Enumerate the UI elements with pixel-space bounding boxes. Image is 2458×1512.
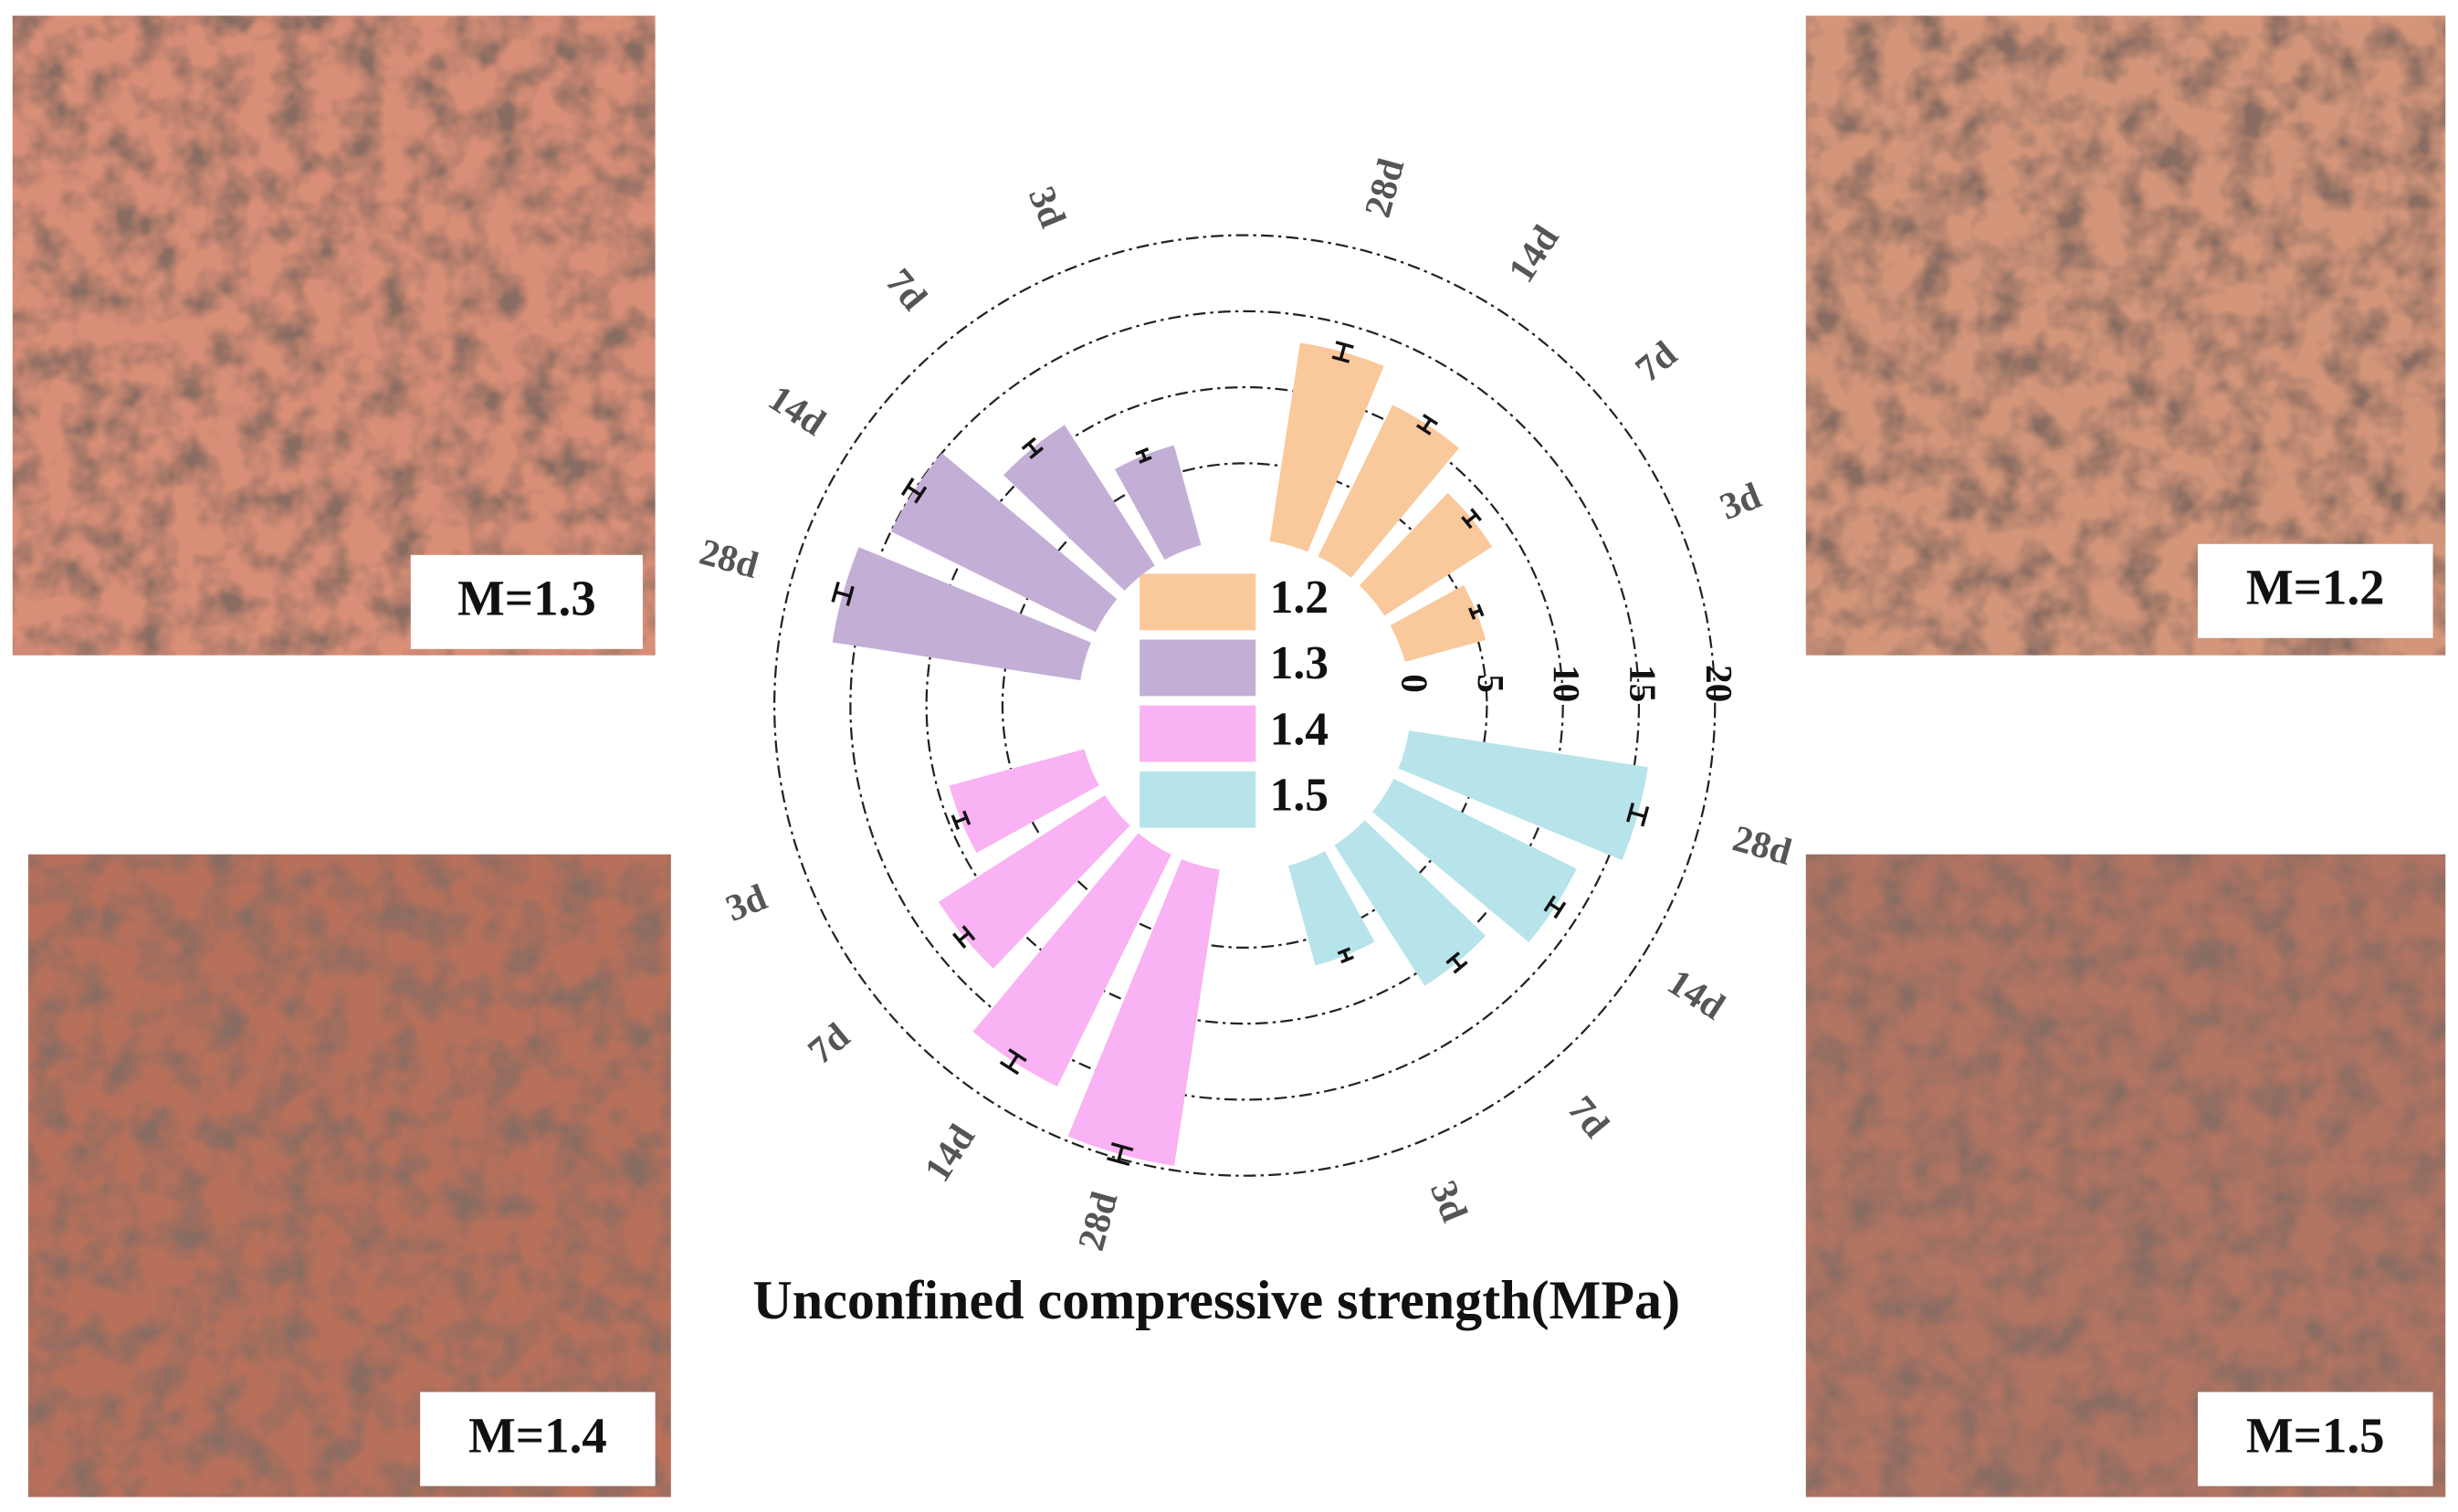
grid-circle — [925, 385, 1564, 1025]
label-box — [410, 554, 643, 649]
error-bar — [1543, 895, 1567, 919]
bar — [938, 794, 1130, 969]
photo — [12, 16, 656, 656]
category-label: 14d — [1661, 961, 1733, 1028]
error-bar — [1461, 508, 1483, 530]
bar — [1334, 820, 1486, 986]
category-label: 28d — [1069, 1187, 1125, 1255]
error-bar — [1415, 414, 1439, 436]
bar — [832, 547, 1091, 681]
category-label: 7d — [1627, 332, 1685, 390]
photo-panel: M=1.4 — [27, 854, 671, 1497]
error-bar — [1107, 1142, 1134, 1167]
grid-circle — [773, 234, 1717, 1177]
photo-panel: M=1.5 — [1805, 854, 2446, 1497]
bar — [1371, 778, 1577, 942]
panel-label: M=1.5 — [2246, 1407, 2385, 1463]
photo — [27, 854, 671, 1497]
bar — [972, 833, 1171, 1087]
error-bar — [952, 925, 976, 949]
error-bar — [1135, 447, 1152, 464]
legend-label: 1.3 — [1270, 637, 1329, 689]
bar — [1359, 492, 1493, 616]
category-label: 7d — [1560, 1087, 1618, 1145]
error-bar — [1331, 341, 1354, 363]
error-bar — [1468, 604, 1485, 620]
category-label: 14d — [762, 376, 834, 444]
error-bar — [1445, 951, 1468, 974]
legend-label: 1.5 — [1270, 769, 1329, 821]
category-label: 7d — [878, 260, 936, 318]
bar — [949, 749, 1099, 854]
bar — [1114, 445, 1202, 561]
label-box — [2198, 543, 2433, 638]
error-bar — [831, 581, 855, 606]
legend-swatch — [1140, 639, 1256, 697]
error-bar — [900, 478, 928, 504]
error-bar — [1021, 436, 1045, 459]
bar — [1398, 730, 1648, 861]
category-label: 3d — [1423, 1175, 1476, 1228]
category-label: 28d — [1728, 816, 1796, 872]
bar — [1390, 584, 1486, 662]
bar — [1003, 425, 1155, 591]
category-label: 28d — [1356, 154, 1412, 222]
r-tick-label: 20 — [1698, 665, 1740, 702]
category-label: 3d — [720, 876, 772, 929]
error-bar — [999, 1048, 1027, 1076]
r-tick-label: 15 — [1622, 665, 1664, 702]
bar — [1287, 851, 1375, 966]
legend-swatch — [1140, 771, 1256, 828]
bar — [1269, 342, 1384, 552]
legend-label: 1.4 — [1270, 703, 1329, 755]
error-bar — [1626, 802, 1650, 827]
error-bar — [1337, 947, 1355, 964]
panel-label: M=1.2 — [2246, 560, 2385, 615]
category-label: 3d — [1714, 474, 1767, 528]
label-box — [2198, 1391, 2433, 1486]
legend-swatch — [1140, 705, 1256, 762]
legend-label: 1.2 — [1270, 572, 1329, 624]
bar — [1318, 404, 1459, 578]
category-label: 28d — [696, 530, 763, 586]
panel-label: M=1.3 — [457, 571, 596, 626]
legend-swatch — [1140, 573, 1256, 631]
label-box — [420, 1391, 656, 1486]
grid-circle — [849, 310, 1641, 1101]
r-tick-label: 0 — [1394, 674, 1436, 693]
photo-panel: M=1.2 — [1805, 16, 2446, 656]
r-tick-label: 5 — [1470, 674, 1512, 693]
grid-circle — [1001, 462, 1488, 949]
panel-label: M=1.4 — [468, 1407, 607, 1463]
error-bar — [951, 810, 972, 831]
category-label: 3d — [1021, 181, 1075, 234]
chart-title: Unconfined compressive strength(MPa) — [752, 1269, 1680, 1330]
category-label: 14d — [1499, 217, 1567, 289]
category-label: 14d — [916, 1117, 983, 1189]
bar — [1067, 859, 1220, 1166]
photo-panel: M=1.3 — [12, 16, 656, 656]
category-label: 7d — [800, 1014, 857, 1072]
photo — [1805, 854, 2446, 1497]
bar — [890, 453, 1118, 633]
r-tick-label: 10 — [1546, 665, 1588, 702]
